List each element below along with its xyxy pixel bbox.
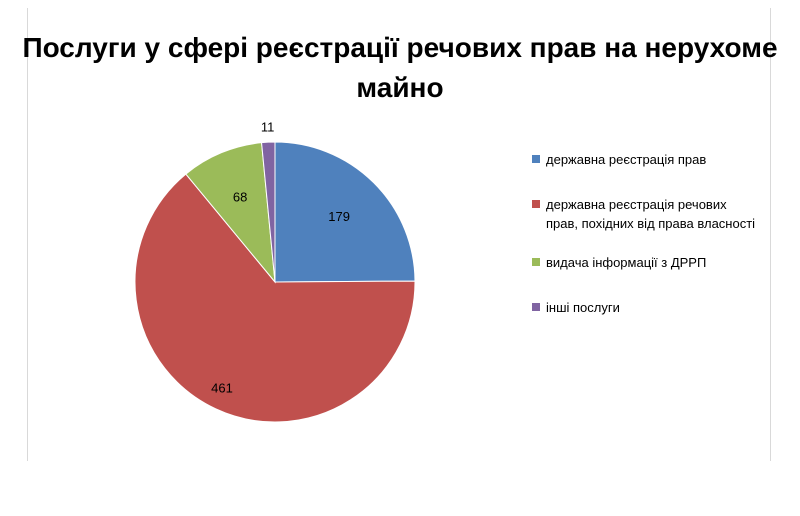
- data-label-derived-rights: 461: [211, 380, 233, 395]
- data-label-state-registration: 179: [328, 209, 350, 224]
- legend-swatch: [532, 200, 540, 208]
- slice-derived-rights: [134, 173, 416, 423]
- chart-title: Послуги у сфері реєстрації речових прав …: [22, 32, 778, 103]
- legend-label: інші послуги: [546, 300, 620, 315]
- legend-item-derived-rights: державна реєстрація речових прав, похідн…: [532, 195, 762, 233]
- legend-swatch: [532, 155, 540, 163]
- chart-legend: державна реєстрація прав державна реєстр…: [532, 150, 762, 343]
- slice-state-registration: [274, 141, 416, 283]
- legend-label: державна реєстрація прав: [546, 152, 707, 167]
- legend-swatch: [532, 258, 540, 266]
- data-label-other: 11: [261, 120, 275, 135]
- legend-item-other: інші послуги: [532, 298, 762, 317]
- slice-drrp-info: [185, 142, 276, 284]
- legend-item-drrp-info: видача інформації з ДРРП: [532, 253, 762, 272]
- legend-label: видача інформації з ДРРП: [546, 255, 707, 270]
- chart-frame: [27, 8, 771, 461]
- data-label-drrp-info: 68: [233, 189, 247, 204]
- slice-other: [261, 141, 276, 283]
- legend-label: державна реєстрація речових прав, похідн…: [546, 197, 756, 231]
- legend-swatch: [532, 303, 540, 311]
- legend-item-state-registration: державна реєстрація прав: [532, 150, 762, 169]
